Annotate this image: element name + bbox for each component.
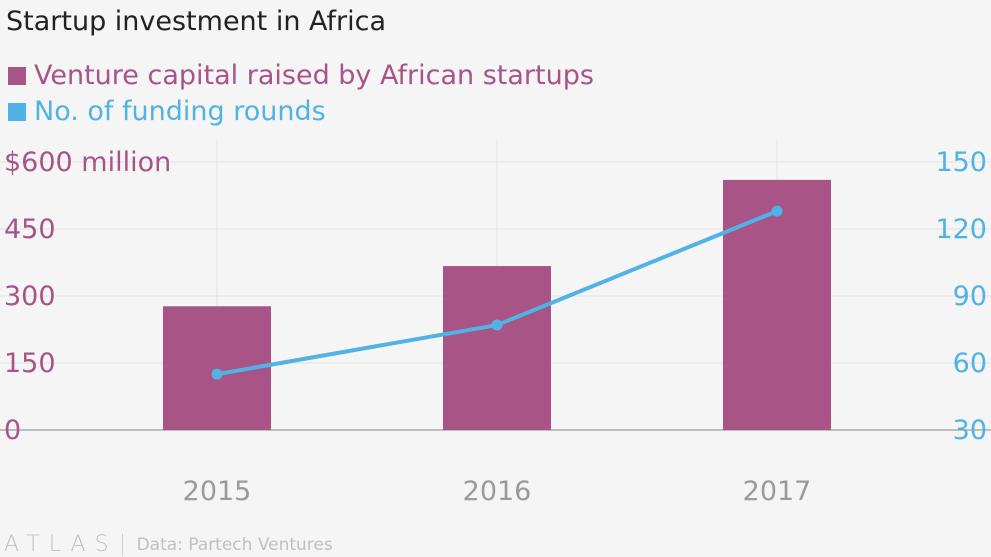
right-axis-ticks: 150 120 90 60 30 xyxy=(935,147,987,446)
right-tick-label: 150 xyxy=(935,147,987,178)
left-tick-label: 150 xyxy=(4,348,56,379)
left-tick-label: 0 xyxy=(4,415,21,446)
x-tick-label-2015: 2015 xyxy=(183,476,252,507)
line-series xyxy=(211,205,783,380)
right-tick-label: 120 xyxy=(935,214,987,245)
left-tick-label: 300 xyxy=(4,281,56,312)
bar-2016 xyxy=(443,266,551,430)
legend-swatch-funding-rounds xyxy=(8,102,26,121)
left-tick-label: $600 million xyxy=(4,147,171,178)
source-note: Data: Partech Ventures xyxy=(136,534,333,555)
legend-swatch-venture-capital xyxy=(8,66,26,85)
right-tick-label: 30 xyxy=(953,415,987,446)
line-point-2015 xyxy=(211,368,223,380)
bar-2017 xyxy=(723,179,831,430)
footer: ATLAS Data: Partech Ventures xyxy=(4,532,333,557)
left-axis-ticks: $600 million 450 300 150 0 xyxy=(4,147,171,446)
left-tick-label: 450 xyxy=(4,214,56,245)
right-tick-label: 60 xyxy=(953,348,987,379)
legend-item-venture-capital: Venture capital raised by African startu… xyxy=(8,60,594,91)
x-axis-ticks: 2015 2016 2017 xyxy=(183,476,812,507)
x-tick-label-2016: 2016 xyxy=(463,476,532,507)
chart-title: Startup investment in Africa xyxy=(6,6,387,37)
legend-label-venture-capital: Venture capital raised by African startu… xyxy=(34,60,594,91)
line-point-2016 xyxy=(491,319,503,331)
footer-divider xyxy=(121,533,123,556)
legend-item-funding-rounds: No. of funding rounds xyxy=(8,96,326,127)
x-tick-label-2017: 2017 xyxy=(743,476,812,507)
right-tick-label: 90 xyxy=(953,281,987,312)
line-point-2017 xyxy=(771,205,783,217)
legend-label-funding-rounds: No. of funding rounds xyxy=(34,96,326,127)
atlas-logo: ATLAS xyxy=(4,532,118,557)
